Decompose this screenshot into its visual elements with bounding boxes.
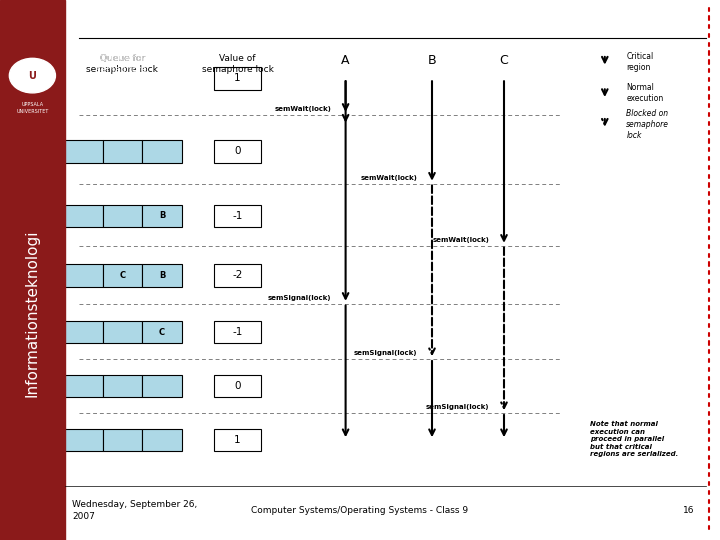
Text: U: U <box>29 71 36 80</box>
Text: Computer Systems/Operating Systems - Class 9: Computer Systems/Operating Systems - Cla… <box>251 506 469 515</box>
Bar <box>215 140 261 163</box>
Bar <box>103 205 142 227</box>
Bar <box>215 429 261 451</box>
Text: UPPSALA
UNIVERSITET: UPPSALA UNIVERSITET <box>17 103 48 113</box>
Text: semSignal(lock): semSignal(lock) <box>268 295 331 301</box>
Text: C: C <box>159 328 165 336</box>
Bar <box>103 140 142 163</box>
Text: Informationsteknologi: Informationsteknologi <box>25 230 40 397</box>
Bar <box>63 429 103 451</box>
Text: Blocked on
semaphore
lock: Blocked on semaphore lock <box>626 109 670 140</box>
Text: semWait(lock): semWait(lock) <box>274 106 331 112</box>
Text: semWait(lock): semWait(lock) <box>433 237 490 243</box>
Text: Note that normal
execution can
proceed in parallel
but that critical
regions are: Note that normal execution can proceed i… <box>590 421 679 457</box>
Bar <box>215 67 261 90</box>
Text: -1: -1 <box>233 211 243 221</box>
Bar <box>143 205 181 227</box>
Bar <box>103 321 142 343</box>
Text: B: B <box>159 212 165 220</box>
Bar <box>63 321 103 343</box>
Bar <box>63 375 103 397</box>
Bar <box>103 264 142 287</box>
Text: 1: 1 <box>234 435 241 445</box>
Text: -2: -2 <box>233 271 243 280</box>
Text: semSignal(lock): semSignal(lock) <box>426 404 490 410</box>
Bar <box>215 375 261 397</box>
Text: Value of
semaphore lock: Value of semaphore lock <box>202 54 274 74</box>
Text: Queue for
semaphore lock: Queue for semaphore lock <box>86 54 158 74</box>
Text: Normal
execution: Normal execution <box>626 83 664 103</box>
Text: -1: -1 <box>233 327 243 337</box>
Bar <box>215 205 261 227</box>
Text: semSignal(lock): semSignal(lock) <box>354 350 418 356</box>
Bar <box>63 264 103 287</box>
Bar <box>63 140 103 163</box>
Bar <box>0 0 65 540</box>
Text: C: C <box>500 54 508 67</box>
Bar <box>143 264 181 287</box>
Text: 0: 0 <box>234 381 241 391</box>
Bar <box>103 375 142 397</box>
Text: B: B <box>428 54 436 67</box>
Text: C: C <box>120 271 125 280</box>
Text: A: A <box>341 54 350 67</box>
Text: 16: 16 <box>683 506 695 515</box>
Text: semWait(lock): semWait(lock) <box>361 175 418 181</box>
Circle shape <box>9 58 55 93</box>
Bar <box>143 140 181 163</box>
Text: Critical
region: Critical region <box>626 52 654 72</box>
Bar <box>143 321 181 343</box>
Text: 0: 0 <box>234 146 241 156</box>
Bar <box>143 375 181 397</box>
Text: 1: 1 <box>234 73 241 83</box>
Bar <box>215 264 261 287</box>
Bar <box>215 321 261 343</box>
Text: Wednesday, September 26,
2007: Wednesday, September 26, 2007 <box>72 500 197 521</box>
Text: B: B <box>159 271 165 280</box>
Text: Queue for
semaphore: Queue for semaphore <box>96 54 149 74</box>
Bar <box>63 205 103 227</box>
Bar <box>143 429 181 451</box>
Bar <box>103 429 142 451</box>
